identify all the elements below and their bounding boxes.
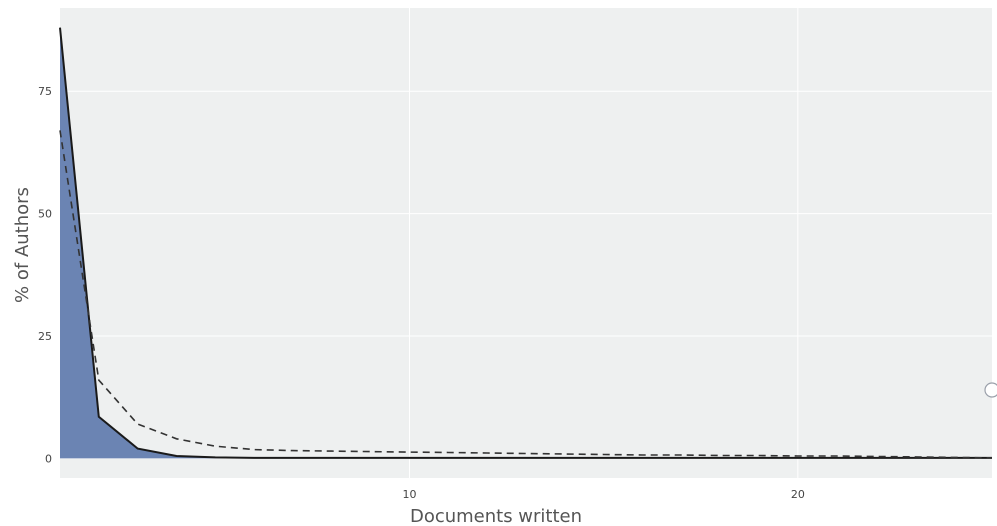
- x-tick-label: 10: [403, 488, 417, 501]
- ticks: 0 25 50 75 10 20: [38, 85, 805, 501]
- plot-background: [60, 8, 992, 478]
- series-2-dashed-line: [59, 130, 993, 459]
- y-axis-title: % of Authors: [12, 187, 33, 303]
- y-tick-label: 50: [38, 208, 52, 221]
- x-axis-title: Documents written: [410, 506, 582, 526]
- y-tick-label: 0: [45, 452, 52, 465]
- hover-marker-icon[interactable]: [984, 382, 997, 398]
- series-1-line: [59, 27, 992, 459]
- x-tick-label: 20: [791, 488, 805, 501]
- y-tick-label: 75: [38, 85, 52, 98]
- y-tick-label: 25: [38, 330, 52, 343]
- series-layer: [59, 27, 993, 459]
